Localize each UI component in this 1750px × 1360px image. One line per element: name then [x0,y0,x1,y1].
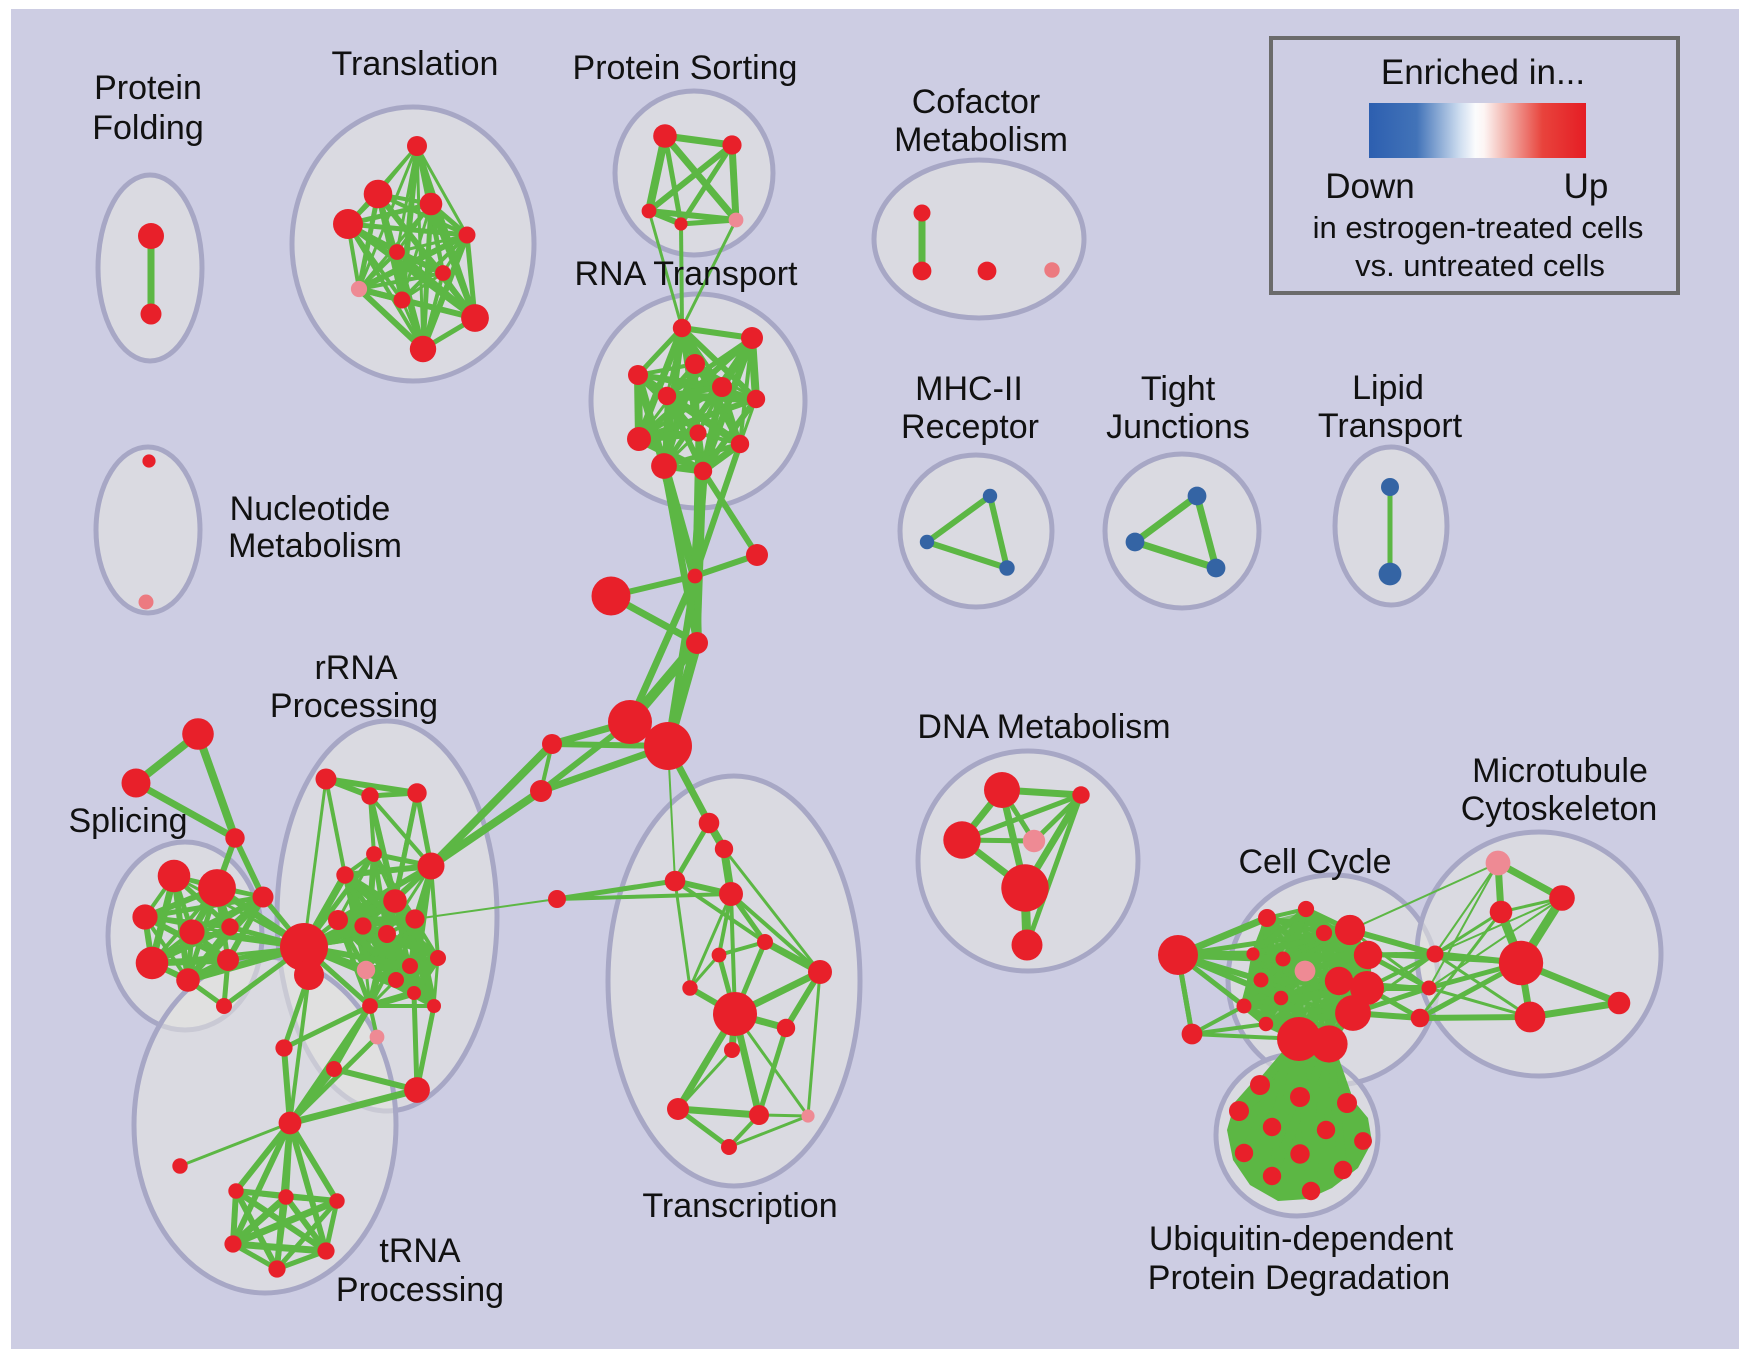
svg-text:Cell Cycle: Cell Cycle [1238,843,1391,881]
svg-text:Junctions: Junctions [1106,408,1250,446]
svg-text:Up: Up [1564,167,1609,206]
svg-text:Microtubule: Microtubule [1472,752,1648,790]
svg-text:Down: Down [1325,167,1414,206]
svg-text:Metabolism: Metabolism [228,527,402,565]
svg-text:Transcription: Transcription [642,1187,837,1225]
svg-text:Processing: Processing [336,1271,504,1309]
svg-text:rRNA: rRNA [314,649,397,687]
svg-text:Protein: Protein [94,69,202,107]
svg-text:RNA Transport: RNA Transport [575,255,799,293]
svg-text:DNA Metabolism: DNA Metabolism [917,708,1170,746]
svg-text:Metabolism: Metabolism [894,121,1068,159]
svg-text:Ubiquitin-dependent: Ubiquitin-dependent [1149,1220,1454,1258]
svg-text:Transport: Transport [1318,407,1463,445]
svg-text:Protein Sorting: Protein Sorting [573,49,798,87]
svg-text:MHC-II: MHC-II [915,370,1023,408]
svg-text:vs. untreated cells: vs. untreated cells [1355,248,1605,283]
svg-text:Cytoskeleton: Cytoskeleton [1461,790,1658,828]
svg-text:Translation: Translation [332,45,499,83]
svg-text:Cofactor: Cofactor [912,83,1041,121]
svg-text:Processing: Processing [270,687,438,725]
svg-text:Splicing: Splicing [68,802,187,840]
svg-text:Enriched in...: Enriched in... [1381,53,1585,92]
svg-text:Nucleotide: Nucleotide [230,490,391,528]
svg-text:tRNA: tRNA [379,1232,461,1270]
svg-text:Folding: Folding [92,109,204,147]
svg-text:Protein Degradation: Protein Degradation [1148,1259,1450,1297]
svg-text:Lipid: Lipid [1352,369,1424,407]
svg-text:in estrogen-treated cells: in estrogen-treated cells [1313,210,1644,245]
svg-text:Receptor: Receptor [901,408,1039,446]
svg-text:Tight: Tight [1141,370,1216,408]
